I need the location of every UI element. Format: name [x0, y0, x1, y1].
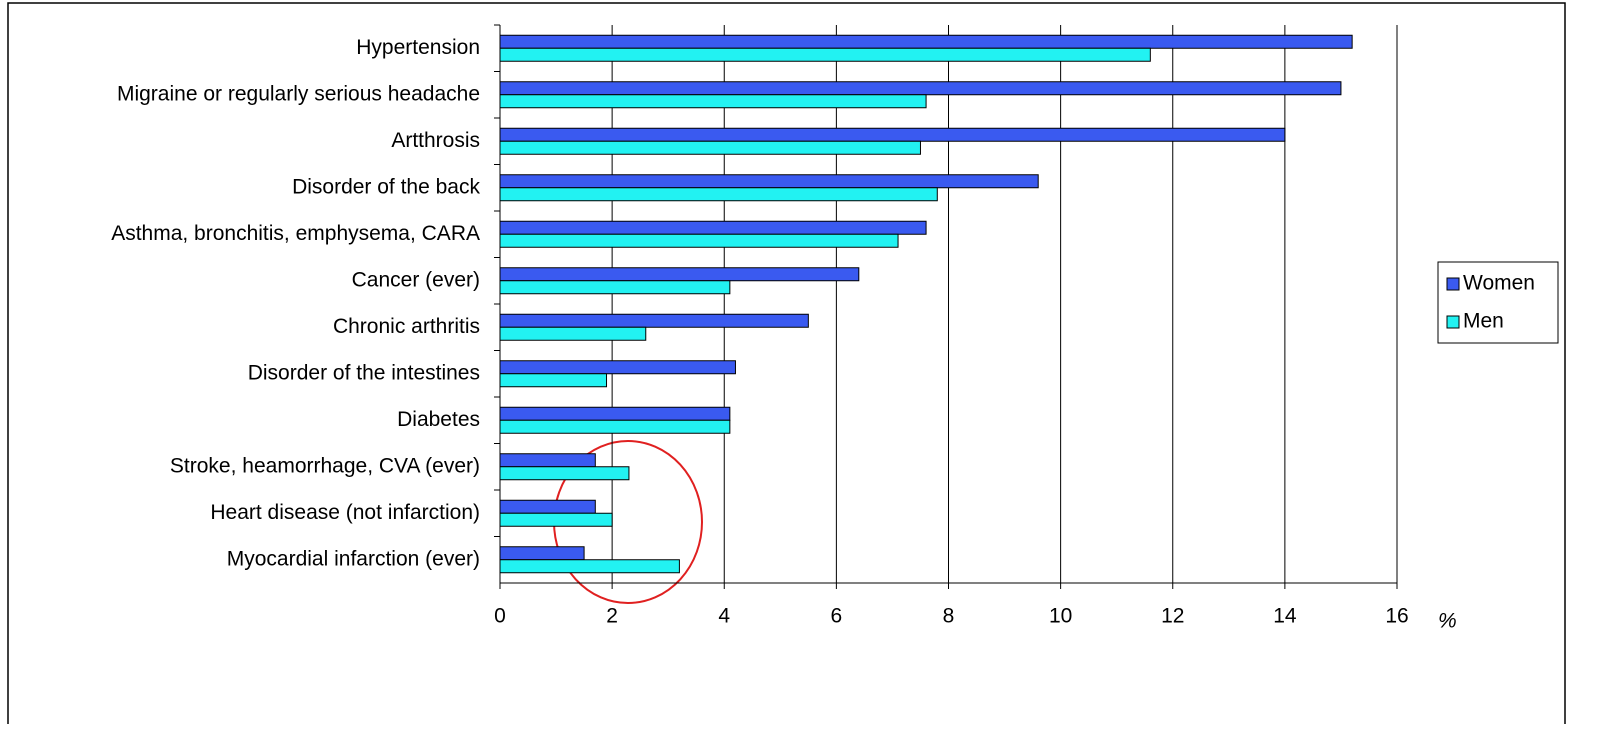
- y-tick-label: Diabetes: [397, 408, 480, 431]
- bar: [499, 174, 1039, 189]
- y-tick-label: Stroke, heamorrhage, CVA (ever): [170, 454, 480, 477]
- legend-box: [1437, 261, 1559, 344]
- x-tick-label: 14: [1273, 605, 1297, 628]
- bar: [499, 220, 927, 235]
- x-tick-label: 10: [1049, 605, 1072, 628]
- bar: [499, 140, 921, 155]
- legend-label: Men: [1463, 310, 1504, 333]
- bar: [499, 453, 596, 468]
- bar: [499, 280, 731, 295]
- bar: [499, 466, 630, 481]
- bar: [499, 81, 1342, 96]
- bar: [499, 419, 731, 434]
- legend-label: Women: [1463, 272, 1535, 295]
- x-tick-label: 0: [494, 605, 506, 628]
- y-tick-label: Asthma, bronchitis, emphysema, CARA: [111, 222, 480, 245]
- bar: [499, 559, 680, 574]
- y-tick-label: Hypertension: [356, 36, 480, 59]
- legend-swatch: [1446, 277, 1460, 291]
- y-tick-label: Heart disease (not infarction): [210, 501, 480, 524]
- y-tick-label: Cancer (ever): [352, 268, 480, 291]
- bar: [499, 406, 731, 421]
- bar: [499, 326, 647, 341]
- y-tick-label: Myocardial infarction (ever): [227, 547, 480, 570]
- y-tick-label: Disorder of the back: [292, 175, 480, 198]
- bar: [499, 546, 585, 561]
- bar: [499, 313, 809, 328]
- y-tick-label: Artthrosis: [391, 129, 480, 152]
- x-tick-label: 6: [831, 605, 843, 628]
- y-tick-label: Disorder of the intestines: [248, 361, 480, 384]
- bar: [499, 267, 860, 282]
- bar: [499, 233, 899, 248]
- bar: [499, 360, 736, 375]
- x-tick-label: 8: [943, 605, 955, 628]
- bar: [499, 94, 927, 109]
- x-axis-label: %: [1438, 610, 1457, 633]
- bar: [499, 373, 608, 388]
- y-tick-label: Chronic arthritis: [333, 315, 480, 338]
- y-tick-label: Migraine or regularly serious headache: [117, 82, 480, 105]
- x-tick-label: 4: [718, 605, 730, 628]
- bar: [499, 187, 938, 202]
- bar: [499, 127, 1286, 142]
- x-tick-label: 16: [1385, 605, 1408, 628]
- legend-swatch: [1446, 315, 1460, 329]
- bar: [499, 512, 613, 527]
- bar: [499, 34, 1353, 49]
- bar: [499, 499, 596, 514]
- x-tick-label: 2: [606, 605, 618, 628]
- x-tick-label: 12: [1161, 605, 1184, 628]
- bar: [499, 47, 1151, 62]
- chart-border: [7, 2, 1566, 729]
